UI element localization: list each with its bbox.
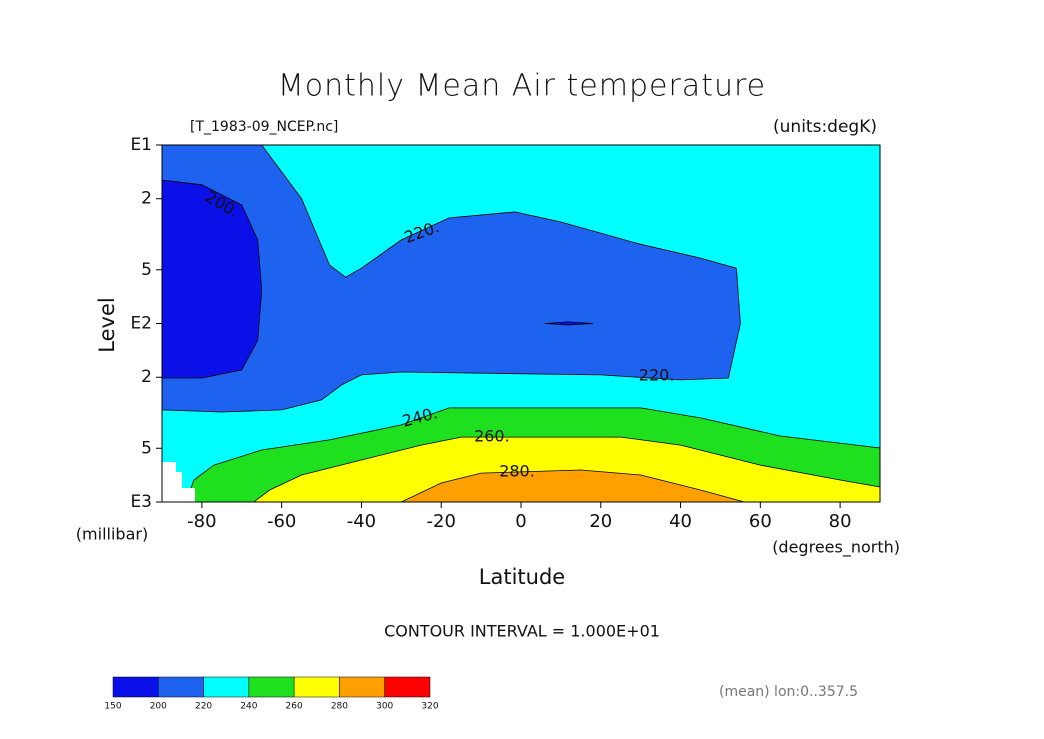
subtitle-left: [T_1983-09_NCEP.nc] [190, 119, 338, 135]
y-axis-label: Level [95, 297, 119, 352]
colorbar-swatch [339, 676, 385, 698]
contour-region [161, 144, 741, 413]
y-tick-label: E2 [130, 314, 152, 334]
contour-label: 220. [639, 366, 675, 385]
x-tick-label: -60 [267, 511, 296, 532]
y-tick-label: 5 [141, 438, 152, 458]
colorbar-swatch [384, 676, 431, 698]
y-axis-units: (millibar) [76, 525, 148, 544]
colorbar-label: 150 [104, 702, 121, 712]
annotation: CONTOUR INTERVAL = 1.000E+01 [384, 622, 660, 641]
y-tick-label: E3 [130, 492, 152, 512]
x-tick-label: 0 [515, 511, 526, 532]
chart-title: Monthly Mean Air temperature [278, 69, 766, 104]
y-tick-label: 5 [141, 260, 152, 280]
contour-label: 280. [499, 461, 535, 480]
missing-data [162, 462, 195, 502]
x-tick-label: 20 [589, 511, 612, 532]
contour-region [161, 179, 263, 379]
contour-region [544, 321, 593, 326]
colorbar-label: 260 [286, 702, 303, 712]
colorbar-label: 320 [421, 702, 438, 712]
colorbar-label: 300 [376, 702, 393, 712]
contour-label: 260. [474, 427, 510, 446]
x-tick-label: -20 [427, 511, 456, 532]
x-axis-units: (degrees_north) [772, 538, 900, 558]
colorbar-label: 220 [195, 702, 212, 712]
x-tick-label: 80 [829, 511, 852, 532]
x-axis-label: Latitude [479, 565, 565, 589]
contour-region [401, 469, 745, 503]
x-tick-label: 40 [669, 511, 692, 532]
y-tick-label: 2 [141, 367, 152, 387]
colorbar-label: 200 [150, 702, 167, 712]
contour-fills [161, 144, 881, 503]
footnote: (mean) lon:0..357.5 [719, 684, 858, 700]
colorbar-swatch [112, 676, 159, 698]
subtitle-right: (units:degK) [773, 117, 877, 137]
y-tick-label: E1 [130, 135, 152, 155]
x-tick-label: 60 [749, 511, 772, 532]
colorbar-swatch [293, 676, 340, 698]
colorbar-label: 240 [240, 702, 257, 712]
colorbar-swatch [203, 676, 250, 698]
x-tick-label: -40 [347, 511, 376, 532]
y-tick-label: 2 [141, 189, 152, 209]
colorbar-swatch [248, 676, 295, 698]
x-tick-label: -80 [187, 511, 216, 532]
colorbar-label: 280 [331, 702, 348, 712]
colorbar-swatch [158, 676, 204, 698]
